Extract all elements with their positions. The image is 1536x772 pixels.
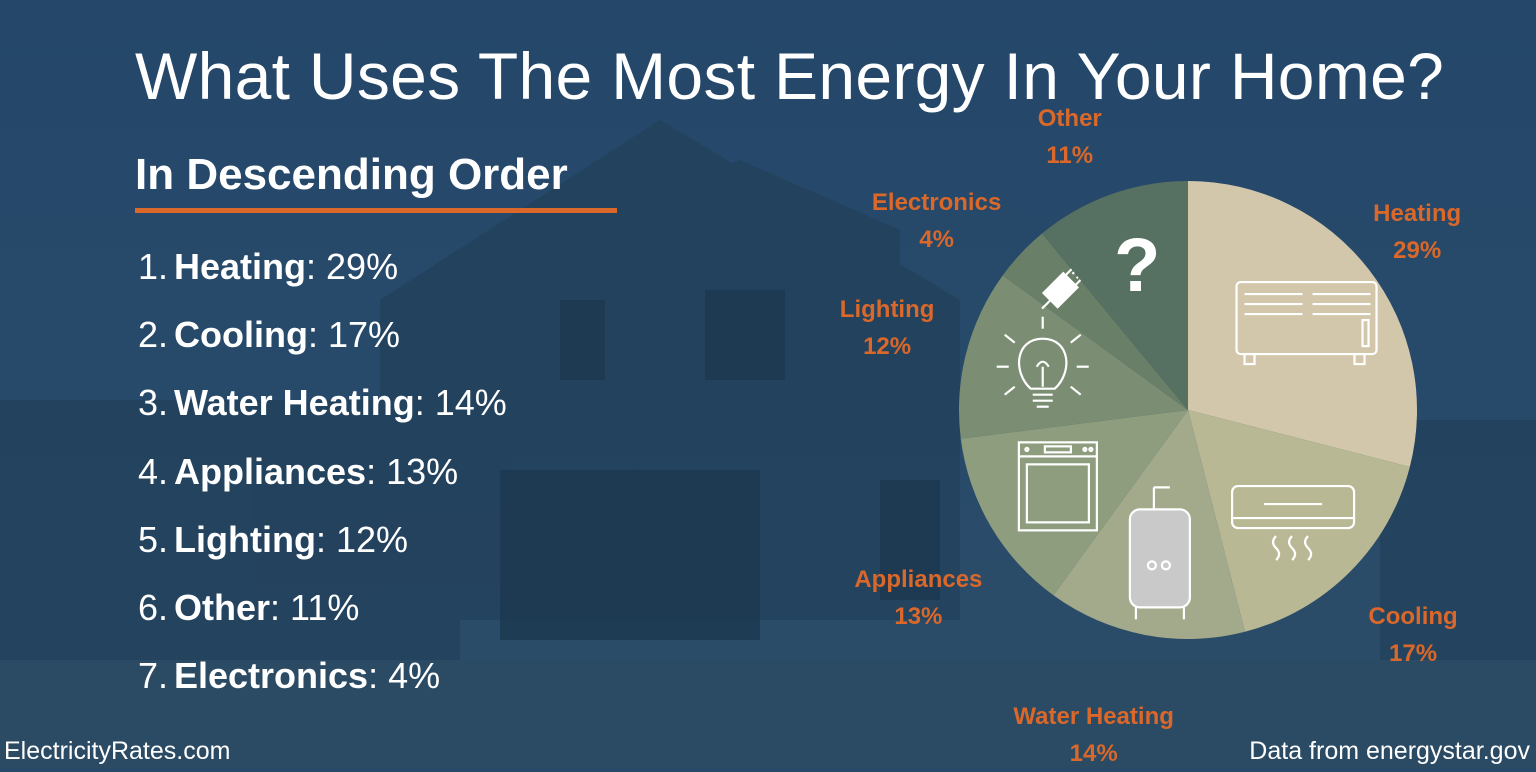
subtitle-underline [135,208,617,213]
rank-value: : 4% [368,655,441,697]
data-source: Data from energystar.gov [1249,737,1530,765]
pie-label-electronics: Electronics 4% [872,184,1001,258]
pie-slice-heating [1188,181,1417,467]
lightbulb-icon [996,316,1089,408]
pie-label-lighting: Lighting 12% [840,291,935,365]
rank-name: Electronics [174,655,369,697]
rank-value: : 13% [366,450,459,492]
rank-number: 2. [138,314,169,356]
rank-number: 7. [138,655,169,697]
pie-label-appliances: Appliances 13% [854,561,982,635]
rank-name: Other [174,586,271,628]
pie-label-name: Other [1037,105,1102,133]
ranking-list: 1. Heating: 29% 2. Cooling: 17% 3. Water He… [138,246,507,723]
site-credit: ElectricityRates.com [4,737,231,765]
water-heater-icon [1128,486,1191,620]
rank-value: : 17% [307,314,401,356]
pie-slice-electronics [1002,233,1188,410]
rank-name: Lighting [174,518,316,560]
pie-label-value: 17% [1389,640,1438,668]
pie-label-value: 29% [1393,237,1442,265]
rank-value: : 29% [306,246,399,287]
pie-label-name: Lighting [839,295,935,323]
pie-label-value: 12% [863,332,912,360]
rank-number: 5. [138,518,169,560]
list-item: 4. Appliances: 13% [138,451,507,519]
page-title: What Uses The Most Energy In Your Home? [135,39,1445,113]
rank-value: : 11% [270,586,360,628]
rank-value: : 12% [315,518,409,560]
rank-value: : 14% [414,382,507,424]
svg-text:?: ? [1114,223,1160,308]
air-conditioner-icon [1230,484,1356,561]
pie-label-value: 4% [919,226,954,254]
pie-label-value: 14% [1069,739,1118,767]
rank-name: Heating [174,246,307,287]
list-item: 5. Lighting: 12% [138,519,507,587]
pie-label-water-heating: Water Heating 14% [1013,698,1173,772]
pie-slice-cooling [1188,410,1410,632]
pie-label-cooling: Cooling 17% [1368,598,1457,672]
rank-number: 1. [138,246,169,287]
list-item: 6. Other: 11% [138,587,507,655]
rank-name: Appliances [174,450,367,492]
pie-label-name: Water Heating [1013,702,1174,730]
pie-label-value: 13% [894,602,943,630]
pie-slice-appliances [960,410,1188,596]
list-item: 2. Cooling: 17% [138,314,507,382]
pie-label-other: Other 11% [1038,100,1102,174]
radiator-icon [1235,280,1378,366]
pie-label-name: Electronics [871,189,1002,217]
rank-name: Cooling [174,314,308,356]
list-subtitle: In Descending Order [135,150,568,199]
plug-icon [1041,266,1084,310]
pie-label-name: Appliances [854,565,983,593]
rank-number: 4. [138,450,169,492]
pie-label-name: Cooling [1368,603,1458,631]
pie-slice-other [1042,181,1188,410]
rank-number: 6. [138,586,169,628]
list-item: 1. Heating: 29% [138,246,507,314]
pie-slice-lighting [958,275,1188,439]
dishwasher-icon [1017,441,1098,532]
pie-label-value: 11% [1046,142,1094,170]
rank-number: 3. [138,382,169,424]
list-item: 3. Water Heating: 14% [138,382,507,450]
question-icon: ? [1114,223,1160,308]
list-item: 7. Electronics: 4% [138,655,507,723]
rank-name: Water Heating [174,382,415,424]
pie-label-heating: Heating 29% [1373,195,1461,269]
pie-label-name: Heating [1373,200,1462,228]
